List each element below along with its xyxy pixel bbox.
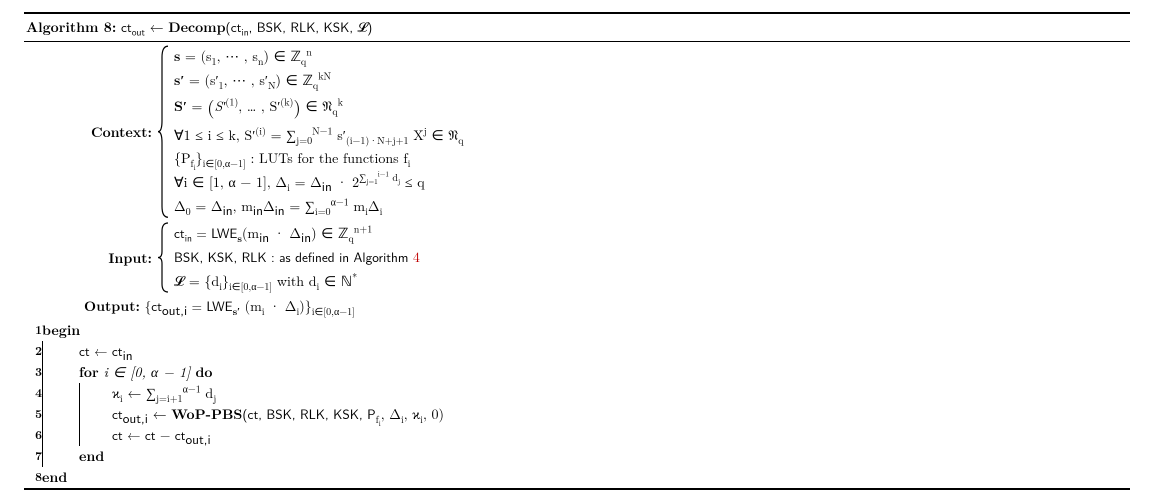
code-line: 5 ctout,i ← WoP-PBS(ct, BSK, RLK, KSK, P… xyxy=(24,404,444,425)
left-brace-icon xyxy=(156,221,174,294)
ctx-line-7: Δ0 = Δin, minΔin = ∑i=0α−1 miΔi xyxy=(174,196,464,218)
input-cases: ctin = LWEs(min · Δin) ∈ ℤqn+1 BSK, KSK,… xyxy=(174,221,420,294)
line-number: 2 xyxy=(24,341,42,362)
end-keyword: end xyxy=(42,467,67,487)
wop-pbs-call: WoP-PBS xyxy=(171,404,242,424)
line-number: 4 xyxy=(24,383,42,404)
ctx-line-4: ∀1 ≤ i ≤ k, S′(i) = ∑j=0N−1 s′(i−1)·N+j+… xyxy=(174,125,464,147)
code-line: 8 end xyxy=(24,467,444,488)
code-line: 7 end xyxy=(24,446,444,467)
output-section: Output: {ctout,i = LWEs′ (mi · Δi)}i∈[0,… xyxy=(24,296,1130,316)
do-keyword: do xyxy=(195,362,212,382)
for-keyword: for xyxy=(79,362,99,382)
context-cases: s = (s1, ⋯ , sn) ∈ ℤqn s′ = (s′1, ⋯ , s′… xyxy=(174,44,464,219)
code-line: 2 ct ← ctin xyxy=(24,341,444,362)
alg-func: Decomp xyxy=(168,17,225,37)
algorithm-ref-link[interactable]: 4 xyxy=(413,247,420,267)
ctx-line-2: s′ = (s′1, ⋯ , s′N) ∈ ℤqkN xyxy=(174,70,464,92)
left-brace-icon xyxy=(156,44,174,219)
code-line: 4 ϰi ← ∑j=i+1α−1 dj xyxy=(24,383,444,404)
ctx-line-6: ∀i ∈ [1, α − 1], Δi = Δin · 2∑j=1i−1 dj … xyxy=(174,172,464,194)
algorithm-title: Algorithm 8: ctout ← Decomp(ctin, BSK, R… xyxy=(24,14,1130,42)
algorithm-box: Algorithm 8: ctout ← Decomp(ctin, BSK, R… xyxy=(24,12,1130,490)
algorithm-body: 1 begin 2 ct ← ctin 3 for i ∈ [0, α − 1]… xyxy=(24,320,444,488)
alg-lhs: ctout xyxy=(121,18,145,37)
input-label: Input: xyxy=(80,248,156,268)
ctx-line-1: s = (s1, ⋯ , sn) ∈ ℤqn xyxy=(174,46,464,68)
context-section: Context: s = (s1, ⋯ , sn) ∈ ℤqn s′ = (s′… xyxy=(24,44,1130,219)
inp-line-3: 𝓛 = {di}i∈[0,α−1] with di ∈ ℕ* xyxy=(174,271,420,293)
output-expr: {ctout,i = LWEs′ (mi · Δi)}i∈[0,α−1] xyxy=(145,296,355,316)
ctx-line-5: {Pfi}i∈[0,α−1] : LUTs for the functions … xyxy=(174,148,464,170)
ctx-line-3: S′ = (S′(1), … , S′(k)) ∈ 𝔑qk xyxy=(174,93,464,122)
context-label: Context: xyxy=(80,122,156,142)
input-section: Input: ctin = LWEs(min · Δin) ∈ ℤqn+1 BS… xyxy=(24,221,1130,294)
code-line: 1 begin xyxy=(24,320,444,341)
output-label: Output: xyxy=(84,296,140,316)
line-number: 6 xyxy=(24,425,42,446)
alg-number: Algorithm 8: xyxy=(26,17,116,37)
inp-line-1: ctin = LWEs(min · Δin) ∈ ℤqn+1 xyxy=(174,223,420,245)
line-number: 5 xyxy=(24,404,42,425)
end-keyword: end xyxy=(79,446,104,466)
line-number: 7 xyxy=(24,446,42,467)
inp-line-2: BSK, KSK, RLK : as defined in Algorithm … xyxy=(174,247,420,269)
code-line: 3 for i ∈ [0, α − 1] do xyxy=(24,362,444,383)
begin-keyword: begin xyxy=(42,320,80,340)
line-number: 8 xyxy=(24,467,42,488)
line-number: 3 xyxy=(24,362,42,383)
line-number: 1 xyxy=(24,320,42,341)
alg-args: (ctin xyxy=(226,18,249,37)
